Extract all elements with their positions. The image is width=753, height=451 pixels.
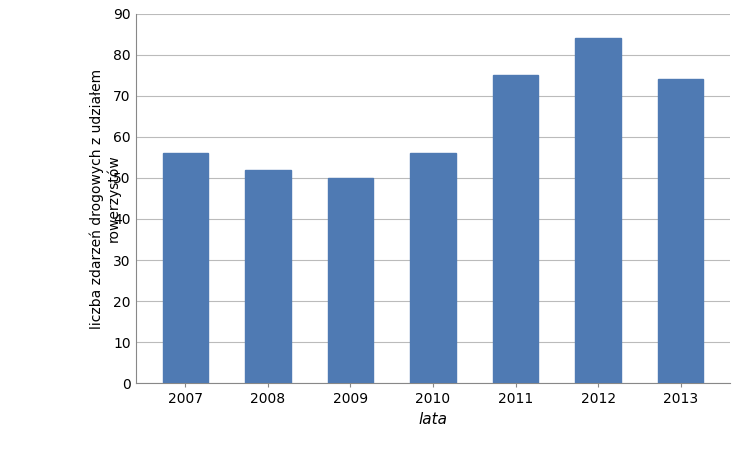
Bar	[245, 170, 291, 383]
Bar	[575, 38, 620, 383]
X-axis label: lata: lata	[419, 412, 447, 427]
Bar	[658, 79, 703, 383]
Bar	[492, 75, 538, 383]
Y-axis label: liczba zdarzeń drogowych z udziałem
rowerzystów: liczba zdarzeń drogowych z udziałem rowe…	[89, 69, 120, 328]
Bar	[328, 178, 373, 383]
Bar	[410, 153, 456, 383]
Bar	[163, 153, 208, 383]
